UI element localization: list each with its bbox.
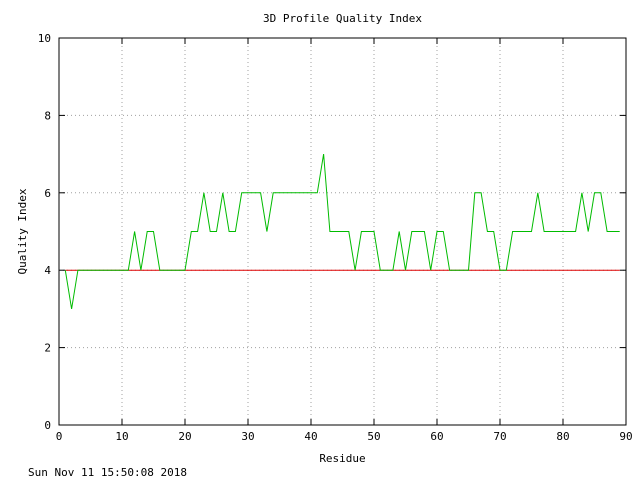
y-tick-label: 2 — [44, 342, 51, 355]
y-tick-label: 4 — [44, 264, 51, 277]
x-tick-label: 60 — [430, 430, 443, 443]
y-tick-label: 8 — [44, 109, 51, 122]
chart-title: 3D Profile Quality Index — [263, 12, 422, 25]
x-tick-labels: 0 10 20 30 40 50 60 70 80 90 — [56, 430, 633, 443]
x-tick-label: 0 — [56, 430, 63, 443]
timestamp: Sun Nov 11 15:50:08 2018 — [28, 466, 187, 479]
x-tick-label: 50 — [367, 430, 380, 443]
x-tick-label: 90 — [619, 430, 632, 443]
y-axis-label: Quality Index — [16, 188, 29, 274]
quality-index-line — [64, 154, 620, 309]
x-tick-label: 30 — [241, 430, 254, 443]
x-tick-label: 80 — [556, 430, 569, 443]
x-tick-label: 10 — [115, 430, 128, 443]
x-tick-label: 40 — [304, 430, 317, 443]
x-axis-label: Residue — [319, 452, 365, 465]
y-tick-label: 10 — [38, 32, 51, 45]
y-tick-label: 0 — [44, 419, 51, 432]
tick-marks — [58, 37, 627, 426]
x-tick-label: 20 — [178, 430, 191, 443]
y-tick-label: 6 — [44, 187, 51, 200]
series-layer — [64, 154, 620, 309]
y-tick-labels: 0 2 4 6 8 10 — [38, 32, 52, 432]
x-tick-label: 70 — [493, 430, 506, 443]
plot-frame — [58, 37, 627, 426]
